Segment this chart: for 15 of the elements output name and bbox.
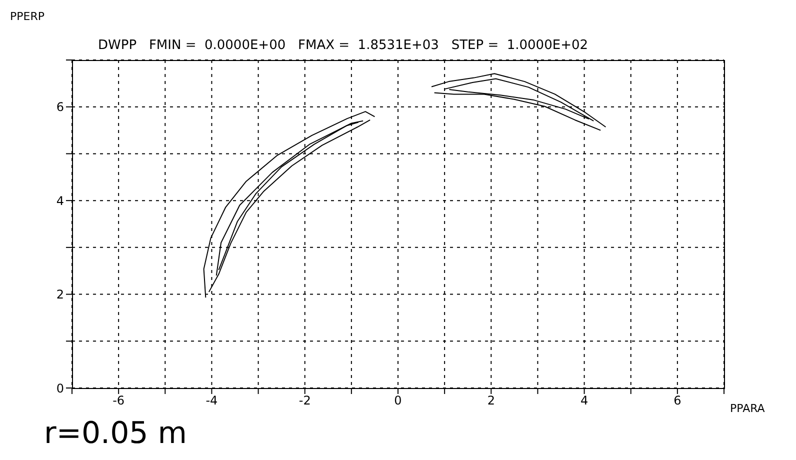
y-axis-title: PPERP [10, 10, 44, 23]
y-tick-label: 6 [56, 100, 64, 114]
x-tick-label: 2 [487, 394, 495, 408]
x-tick-label: -2 [298, 394, 311, 408]
x-tick-label: 4 [580, 394, 588, 408]
x-tick-label: 0 [394, 394, 402, 408]
x-axis-title: PPARA [730, 402, 765, 415]
y-tick-label: 4 [56, 194, 64, 208]
x-tick-label: -6 [112, 394, 125, 408]
x-tick-label: -4 [206, 394, 218, 408]
x-tick-label: 6 [674, 394, 682, 408]
chart-subtitle: DWPP FMIN = 0.0000E+00 FMAX = 1.8531E+03 STEP = 1.0000E+02 [98, 38, 588, 53]
text: r=0.05 m [44, 416, 188, 451]
y-tick-label: 2 [56, 288, 64, 302]
y-tick-label: 0 [56, 381, 64, 396]
